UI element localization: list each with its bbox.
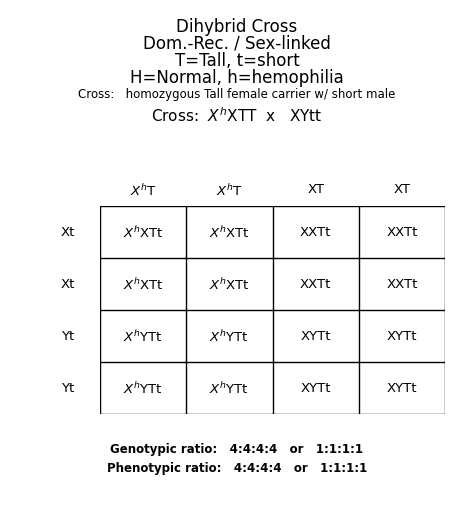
Text: $X^{h}$XTt: $X^{h}$XTt <box>123 225 164 240</box>
Text: $X^{h}$XTt: $X^{h}$XTt <box>209 277 250 292</box>
Text: $X^{h}$XTt: $X^{h}$XTt <box>209 225 250 240</box>
Text: Yt: Yt <box>61 382 74 395</box>
Text: Dom.-Rec. / Sex-linked: Dom.-Rec. / Sex-linked <box>143 35 331 53</box>
Text: XYTt: XYTt <box>301 382 331 395</box>
Text: Cross:   homozygous Tall female carrier w/ short male: Cross: homozygous Tall female carrier w/… <box>78 88 396 101</box>
Text: Cross:  $X^{h}$XTT  x   XYtt: Cross: $X^{h}$XTT x XYtt <box>151 106 323 124</box>
Text: Phenotypic ratio:   4:4:4:4   or   1:1:1:1: Phenotypic ratio: 4:4:4:4 or 1:1:1:1 <box>107 461 367 474</box>
Text: $X^{h}$YTt: $X^{h}$YTt <box>123 328 163 344</box>
Text: XXTt: XXTt <box>386 278 418 291</box>
Text: Genotypic ratio:   4:4:4:4   or   1:1:1:1: Genotypic ratio: 4:4:4:4 or 1:1:1:1 <box>110 442 364 455</box>
Text: $X^{h}$YTt: $X^{h}$YTt <box>210 328 249 344</box>
Text: $X^{h}$T: $X^{h}$T <box>216 183 243 198</box>
Text: $X^{h}$T: $X^{h}$T <box>130 183 156 198</box>
Text: $X^{h}$YTt: $X^{h}$YTt <box>210 380 249 396</box>
Text: XXTt: XXTt <box>300 226 331 239</box>
Text: XXTt: XXTt <box>386 226 418 239</box>
Text: $X^{h}$XTt: $X^{h}$XTt <box>123 277 164 292</box>
Text: XYTt: XYTt <box>387 382 417 395</box>
Text: XT: XT <box>307 183 324 195</box>
Text: Xt: Xt <box>61 278 75 291</box>
Text: XXTt: XXTt <box>300 278 331 291</box>
Text: Yt: Yt <box>61 330 74 343</box>
Text: XYTt: XYTt <box>301 330 331 343</box>
Text: T=Tall, t=short: T=Tall, t=short <box>174 52 300 70</box>
Text: H=Normal, h=hemophilia: H=Normal, h=hemophilia <box>130 69 344 87</box>
Text: XT: XT <box>393 183 410 195</box>
Text: Xt: Xt <box>61 226 75 239</box>
Text: $X^{h}$YTt: $X^{h}$YTt <box>123 380 163 396</box>
Text: Dihybrid Cross: Dihybrid Cross <box>176 18 298 36</box>
Text: XYTt: XYTt <box>387 330 417 343</box>
